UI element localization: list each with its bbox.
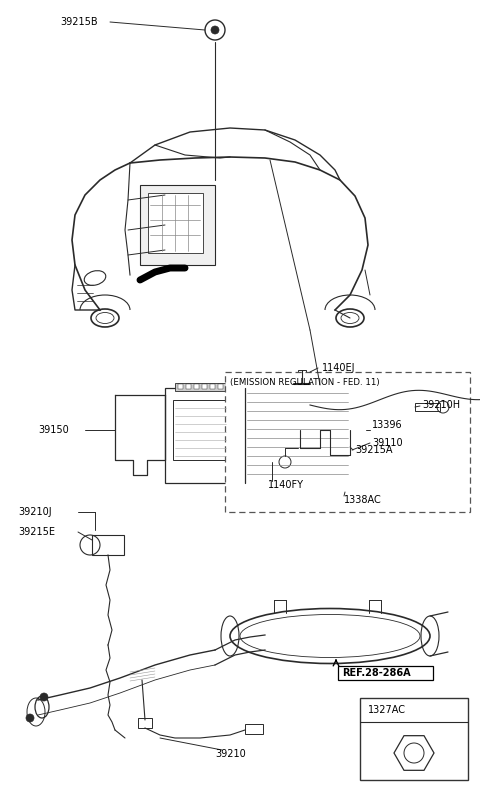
Bar bbox=[225, 372, 470, 512]
Bar bbox=[173, 400, 228, 460]
Text: 1140FY: 1140FY bbox=[268, 480, 304, 490]
Bar bbox=[165, 388, 245, 483]
Bar bbox=[194, 384, 199, 389]
Bar bbox=[140, 185, 215, 265]
Bar bbox=[245, 388, 350, 483]
Text: 39215B: 39215B bbox=[60, 17, 97, 27]
Bar bbox=[226, 384, 231, 389]
Circle shape bbox=[335, 489, 341, 495]
Text: 39150: 39150 bbox=[38, 425, 69, 435]
Circle shape bbox=[40, 693, 48, 701]
Text: (EMISSION REGULATION - FED. 11): (EMISSION REGULATION - FED. 11) bbox=[230, 377, 380, 387]
Text: 39210: 39210 bbox=[215, 749, 246, 759]
Bar bbox=[178, 384, 183, 389]
Text: 39215E: 39215E bbox=[18, 527, 55, 537]
Text: REF.28-286A: REF.28-286A bbox=[342, 668, 410, 678]
Bar bbox=[360, 698, 468, 780]
Bar bbox=[92, 535, 124, 555]
Bar bbox=[175, 383, 230, 391]
Bar bbox=[186, 384, 191, 389]
Text: 39110: 39110 bbox=[372, 438, 403, 448]
Text: 39210J: 39210J bbox=[18, 507, 52, 517]
Text: 13396: 13396 bbox=[372, 420, 403, 430]
Circle shape bbox=[211, 26, 219, 34]
Bar bbox=[260, 383, 320, 391]
Circle shape bbox=[355, 427, 361, 433]
Bar bbox=[138, 718, 152, 728]
Text: 1140EJ: 1140EJ bbox=[322, 363, 356, 373]
Bar bbox=[218, 384, 223, 389]
Circle shape bbox=[26, 714, 34, 722]
Bar bbox=[245, 724, 263, 734]
Bar bbox=[415, 403, 440, 411]
Bar bbox=[202, 384, 207, 389]
Text: 1327AC: 1327AC bbox=[368, 705, 406, 715]
Bar bbox=[298, 370, 306, 382]
Bar bbox=[148, 193, 203, 253]
Bar bbox=[210, 384, 215, 389]
Text: 1338AC: 1338AC bbox=[344, 495, 382, 505]
Bar bbox=[338, 666, 433, 680]
Text: 39210H: 39210H bbox=[422, 400, 460, 410]
Text: 39215A: 39215A bbox=[355, 445, 393, 455]
